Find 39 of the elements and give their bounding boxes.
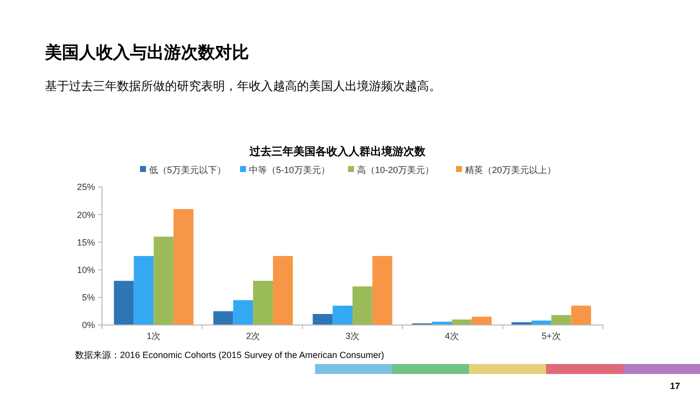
bar: [472, 316, 492, 325]
bar: [531, 320, 552, 325]
legend-label: 低（5万美元以下）: [149, 165, 226, 175]
bar: [312, 314, 333, 325]
legend-label: 精英（20万美元以上）: [465, 165, 556, 175]
x-tick-label: 1次: [146, 331, 161, 341]
bar: [272, 256, 293, 325]
bar: [352, 286, 372, 325]
y-tick-label: 15%: [76, 237, 95, 248]
bar: [452, 319, 472, 325]
bar: [253, 280, 273, 325]
chart-title: 过去三年美国各收入人群出境游次数: [248, 145, 426, 158]
x-tick-label: 5+次: [542, 331, 561, 341]
bar: [174, 209, 194, 325]
y-tick-label: 5%: [82, 292, 95, 303]
bar: [134, 256, 154, 325]
bar: [372, 256, 392, 325]
bar: [332, 306, 352, 325]
legend-label: 高（10-20万美元）: [357, 165, 434, 175]
source-note: 数据来源：2016 Economic Cohorts (2015 Survey of the American Consumer): [75, 350, 384, 360]
x-tick-label: 3次: [345, 331, 360, 341]
bar: [154, 236, 174, 325]
text: 17: [670, 381, 680, 391]
y-tick-label: 20%: [76, 210, 95, 220]
y-tick-label: 25%: [76, 182, 95, 192]
text: 美国人收入与出游次数对比: [44, 43, 249, 62]
bar: [432, 322, 452, 325]
x-tick-label: 2次: [246, 331, 260, 341]
bar: [512, 322, 532, 325]
y-tick-label: 10%: [76, 264, 95, 275]
bar: [551, 315, 572, 325]
y-tick-label: 0%: [82, 320, 95, 330]
legend-label: 中等（5-10万美元）: [249, 165, 330, 175]
x-tick-label: 4次: [444, 331, 459, 341]
bar: [213, 311, 234, 325]
text: 基于过去三年数据所做的研究表明，年收入越高的美国人出境游频次越高。: [45, 79, 441, 93]
bar: [233, 300, 254, 325]
bar: [114, 280, 134, 325]
bar: [571, 306, 592, 325]
